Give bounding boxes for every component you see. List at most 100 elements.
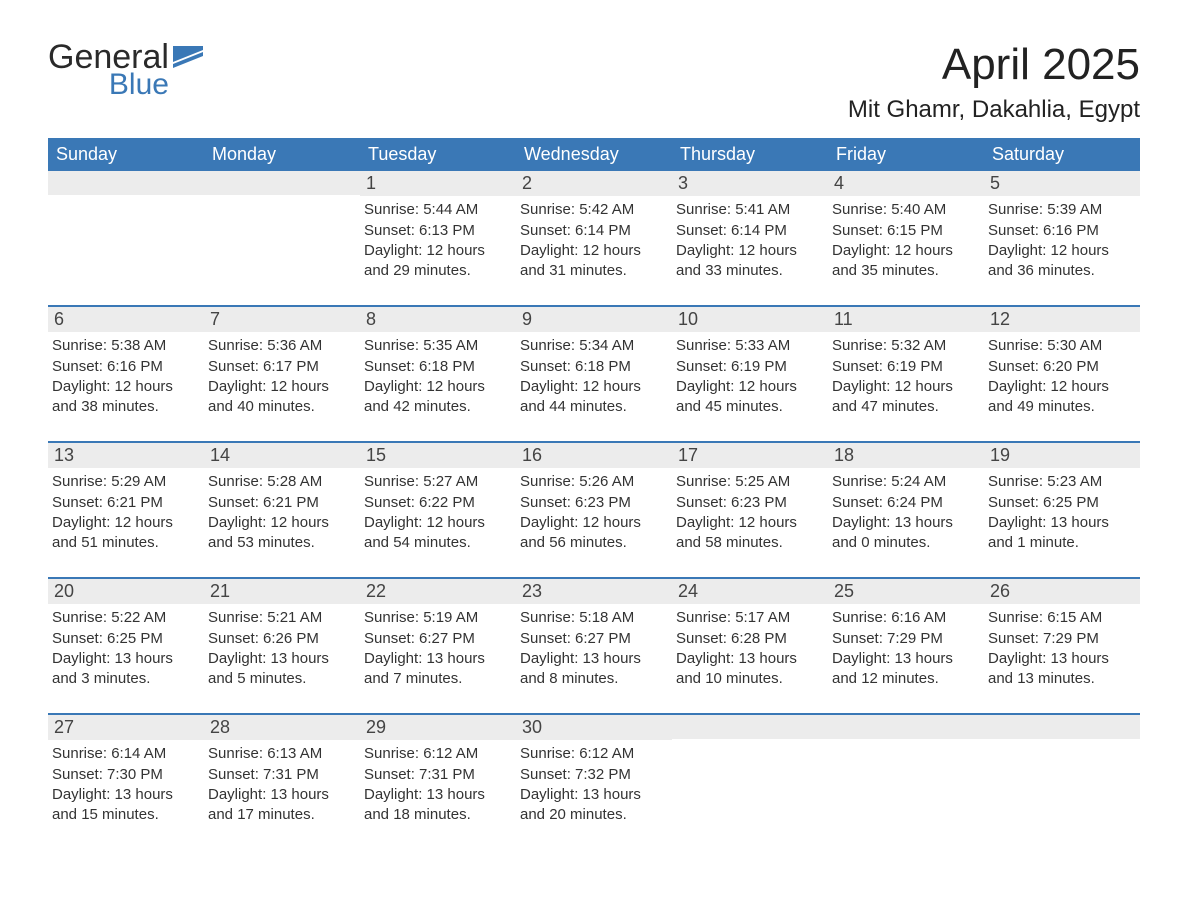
day-details: Sunrise: 5:28 AMSunset: 6:21 PMDaylight:… — [204, 468, 360, 552]
day-details: Sunrise: 5:33 AMSunset: 6:19 PMDaylight:… — [672, 332, 828, 416]
day-details: Sunrise: 5:21 AMSunset: 6:26 PMDaylight:… — [204, 604, 360, 688]
day-number — [204, 171, 360, 195]
sunrise-text: Sunrise: 5:39 AM — [988, 200, 1136, 220]
calendar-day — [48, 171, 204, 287]
day-details: Sunrise: 5:25 AMSunset: 6:23 PMDaylight:… — [672, 468, 828, 552]
sunrise-text: Sunrise: 5:29 AM — [52, 472, 200, 492]
day-number — [672, 715, 828, 739]
sunrise-text: Sunrise: 5:24 AM — [832, 472, 980, 492]
day-number: 27 — [48, 715, 204, 740]
daylight-text: Daylight: 12 hours and 44 minutes. — [520, 377, 668, 416]
sunset-text: Sunset: 6:27 PM — [364, 629, 512, 649]
sunset-text: Sunset: 6:17 PM — [208, 357, 356, 377]
daylight-text: Daylight: 13 hours and 5 minutes. — [208, 649, 356, 688]
sunrise-text: Sunrise: 5:27 AM — [364, 472, 512, 492]
day-number: 3 — [672, 171, 828, 196]
day-number: 28 — [204, 715, 360, 740]
daylight-text: Daylight: 12 hours and 58 minutes. — [676, 513, 824, 552]
day-number: 8 — [360, 307, 516, 332]
calendar-day: 22Sunrise: 5:19 AMSunset: 6:27 PMDayligh… — [360, 579, 516, 695]
sunset-text: Sunset: 6:25 PM — [52, 629, 200, 649]
daylight-text: Daylight: 12 hours and 35 minutes. — [832, 241, 980, 280]
day-number: 20 — [48, 579, 204, 604]
day-details: Sunrise: 5:29 AMSunset: 6:21 PMDaylight:… — [48, 468, 204, 552]
calendar-day: 28Sunrise: 6:13 AMSunset: 7:31 PMDayligh… — [204, 715, 360, 831]
sunset-text: Sunset: 6:15 PM — [832, 221, 980, 241]
calendar-week: 13Sunrise: 5:29 AMSunset: 6:21 PMDayligh… — [48, 441, 1140, 559]
sunset-text: Sunset: 6:16 PM — [988, 221, 1136, 241]
daylight-text: Daylight: 13 hours and 17 minutes. — [208, 785, 356, 824]
calendar-day: 15Sunrise: 5:27 AMSunset: 6:22 PMDayligh… — [360, 443, 516, 559]
day-number: 25 — [828, 579, 984, 604]
sunrise-text: Sunrise: 5:40 AM — [832, 200, 980, 220]
calendar-day: 13Sunrise: 5:29 AMSunset: 6:21 PMDayligh… — [48, 443, 204, 559]
day-number: 9 — [516, 307, 672, 332]
day-number: 15 — [360, 443, 516, 468]
weekday-header: Tuesday — [360, 138, 516, 171]
day-number: 14 — [204, 443, 360, 468]
sunrise-text: Sunrise: 5:23 AM — [988, 472, 1136, 492]
day-details: Sunrise: 5:23 AMSunset: 6:25 PMDaylight:… — [984, 468, 1140, 552]
calendar-day: 4 Sunrise: 5:40 AMSunset: 6:15 PMDaylight… — [828, 171, 984, 287]
calendar-day: 24Sunrise: 5:17 AMSunset: 6:28 PMDayligh… — [672, 579, 828, 695]
day-details: Sunrise: 5:44 AMSunset: 6:13 PMDaylight:… — [360, 196, 516, 280]
header-row: General Blue April 2025 Mit Ghamr, Dakah… — [48, 40, 1140, 124]
daylight-text: Daylight: 12 hours and 36 minutes. — [988, 241, 1136, 280]
day-number: 5 — [984, 171, 1140, 196]
sunset-text: Sunset: 7:31 PM — [208, 765, 356, 785]
day-details: Sunrise: 5:19 AMSunset: 6:27 PMDaylight:… — [360, 604, 516, 688]
sunrise-text: Sunrise: 6:12 AM — [364, 744, 512, 764]
day-number: 24 — [672, 579, 828, 604]
calendar-day: 27Sunrise: 6:14 AMSunset: 7:30 PMDayligh… — [48, 715, 204, 831]
calendar-day — [984, 715, 1140, 831]
sunrise-text: Sunrise: 5:33 AM — [676, 336, 824, 356]
daylight-text: Daylight: 12 hours and 29 minutes. — [364, 241, 512, 280]
sunrise-text: Sunrise: 5:18 AM — [520, 608, 668, 628]
daylight-text: Daylight: 13 hours and 10 minutes. — [676, 649, 824, 688]
daylight-text: Daylight: 12 hours and 31 minutes. — [520, 241, 668, 280]
day-number: 16 — [516, 443, 672, 468]
day-details: Sunrise: 5:18 AMSunset: 6:27 PMDaylight:… — [516, 604, 672, 688]
calendar-day: 16Sunrise: 5:26 AMSunset: 6:23 PMDayligh… — [516, 443, 672, 559]
daylight-text: Daylight: 13 hours and 18 minutes. — [364, 785, 512, 824]
day-details: Sunrise: 6:14 AMSunset: 7:30 PMDaylight:… — [48, 740, 204, 824]
calendar-day: 30Sunrise: 6:12 AMSunset: 7:32 PMDayligh… — [516, 715, 672, 831]
calendar-day: 2Sunrise: 5:42 AMSunset: 6:14 PMDaylight… — [516, 171, 672, 287]
day-number: 13 — [48, 443, 204, 468]
calendar-day: 21Sunrise: 5:21 AMSunset: 6:26 PMDayligh… — [204, 579, 360, 695]
sunset-text: Sunset: 7:29 PM — [832, 629, 980, 649]
calendar-day: 6Sunrise: 5:38 AMSunset: 6:16 PMDaylight… — [48, 307, 204, 423]
day-number: 23 — [516, 579, 672, 604]
brand-logo: General Blue — [48, 40, 203, 100]
day-number: 17 — [672, 443, 828, 468]
sunrise-text: Sunrise: 5:26 AM — [520, 472, 668, 492]
sunrise-text: Sunrise: 5:21 AM — [208, 608, 356, 628]
day-number: 2 — [516, 171, 672, 196]
daylight-text: Daylight: 12 hours and 42 minutes. — [364, 377, 512, 416]
sunrise-text: Sunrise: 5:25 AM — [676, 472, 824, 492]
day-details: Sunrise: 5:36 AMSunset: 6:17 PMDaylight:… — [204, 332, 360, 416]
sunset-text: Sunset: 7:30 PM — [52, 765, 200, 785]
day-number: 4 — [828, 171, 984, 196]
location-subtitle: Mit Ghamr, Dakahlia, Egypt — [848, 96, 1140, 124]
day-details: Sunrise: 5:35 AMSunset: 6:18 PMDaylight:… — [360, 332, 516, 416]
daylight-text: Daylight: 12 hours and 49 minutes. — [988, 377, 1136, 416]
day-number: 7 — [204, 307, 360, 332]
calendar-week: 27Sunrise: 6:14 AMSunset: 7:30 PMDayligh… — [48, 713, 1140, 831]
sunrise-text: Sunrise: 6:16 AM — [832, 608, 980, 628]
calendar-day — [828, 715, 984, 831]
weekday-header: Sunday — [48, 138, 204, 171]
calendar-day: 20Sunrise: 5:22 AMSunset: 6:25 PMDayligh… — [48, 579, 204, 695]
calendar-day: 19Sunrise: 5:23 AMSunset: 6:25 PMDayligh… — [984, 443, 1140, 559]
sunset-text: Sunset: 6:18 PM — [520, 357, 668, 377]
calendar-day: 7Sunrise: 5:36 AMSunset: 6:17 PMDaylight… — [204, 307, 360, 423]
weekday-header: Thursday — [672, 138, 828, 171]
day-details: Sunrise: 6:16 AMSunset: 7:29 PMDaylight:… — [828, 604, 984, 688]
calendar-grid: SundayMondayTuesdayWednesdayThursdayFrid… — [48, 138, 1140, 831]
sunset-text: Sunset: 7:31 PM — [364, 765, 512, 785]
weekday-header-row: SundayMondayTuesdayWednesdayThursdayFrid… — [48, 138, 1140, 171]
sunset-text: Sunset: 6:16 PM — [52, 357, 200, 377]
day-number: 21 — [204, 579, 360, 604]
brand-flag-icon — [173, 46, 203, 68]
sunrise-text: Sunrise: 5:42 AM — [520, 200, 668, 220]
